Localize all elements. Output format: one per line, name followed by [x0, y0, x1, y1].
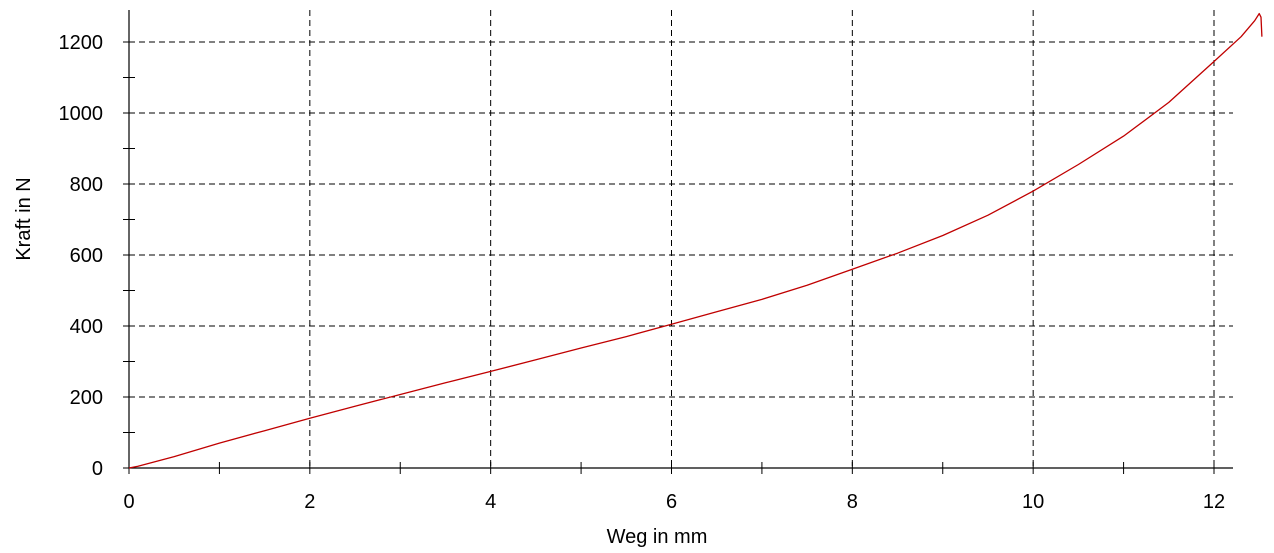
y-tick-label: 600 [70, 245, 103, 267]
y-axis-label: Kraft in N [13, 177, 35, 260]
axes [128, 10, 1233, 469]
ticks: 0 2 4 6 8 10 12 0 200 400 600 800 1000 1200 [59, 32, 1226, 513]
y-tick-label: 400 [70, 316, 103, 338]
x-tick-label: 4 [485, 491, 496, 513]
y-tick-label: 800 [70, 174, 103, 196]
y-tick-label: 1000 [59, 103, 104, 125]
series-line [128, 12, 1263, 469]
series-layer [128, 12, 1263, 469]
x-axis-label: Weg in mm [607, 526, 708, 548]
x-tick-label: 12 [1203, 491, 1225, 513]
x-tick-label: 2 [304, 491, 315, 513]
x-tick-label: 8 [847, 491, 858, 513]
y-tick-label: 0 [92, 458, 103, 480]
grid-lines [129, 10, 1233, 468]
x-tick-label: 10 [1022, 491, 1044, 513]
x-tick-label: 0 [123, 491, 134, 513]
y-tick-label: 200 [70, 387, 103, 409]
y-tick-label: 1200 [59, 32, 104, 54]
x-tick-label: 6 [666, 491, 677, 513]
